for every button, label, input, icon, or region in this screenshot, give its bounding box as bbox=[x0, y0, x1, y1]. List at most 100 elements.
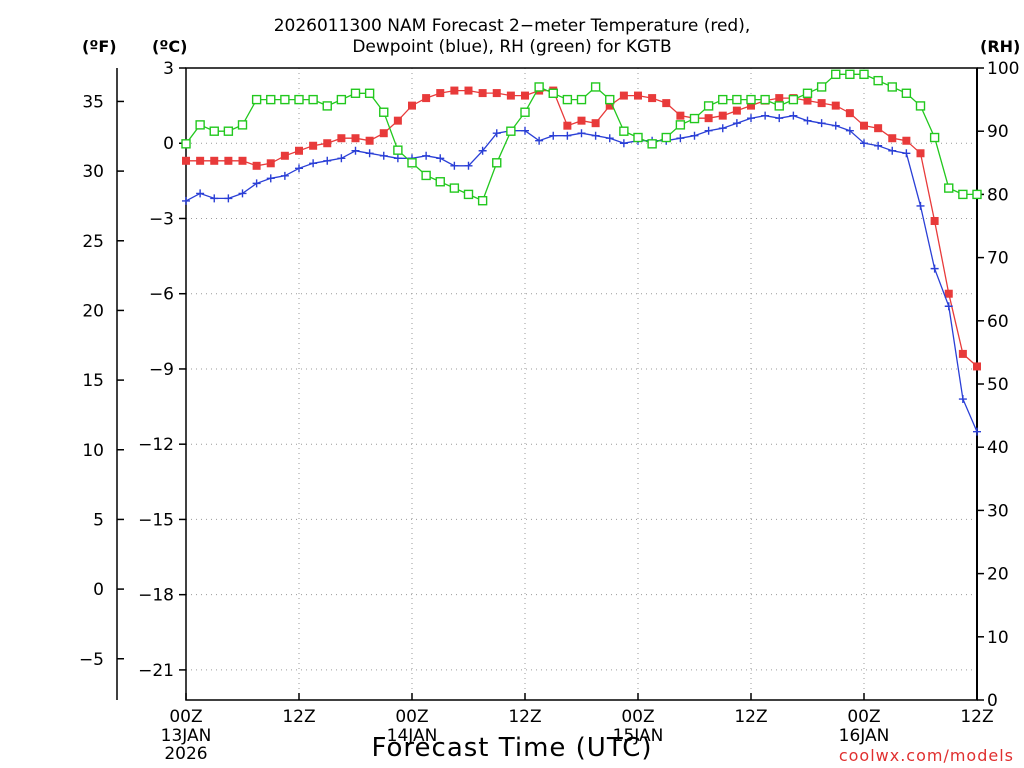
temperature-point bbox=[464, 86, 473, 95]
temperature-point bbox=[323, 139, 332, 148]
rh-tick-label: 60 bbox=[987, 312, 1009, 332]
dewpoint-point bbox=[563, 131, 572, 140]
temperature-point bbox=[747, 101, 755, 110]
dewpoint-point bbox=[436, 154, 445, 163]
dewpoint-point bbox=[196, 189, 205, 198]
fahrenheit-tick-label: −5 bbox=[79, 650, 104, 670]
dewpoint-point bbox=[874, 141, 883, 150]
dewpoint-point bbox=[323, 156, 332, 165]
temperature-point bbox=[563, 121, 572, 130]
rh-point bbox=[308, 94, 318, 105]
rh-point bbox=[477, 196, 488, 206]
temperature-point bbox=[732, 106, 741, 115]
temperature-point bbox=[351, 134, 360, 143]
x-tick-label: 00Z bbox=[621, 707, 654, 727]
dewpoint-point bbox=[521, 126, 529, 135]
chart-title-line2: Dewpoint (blue), RH (green) for KGTB bbox=[352, 37, 672, 57]
rh-point bbox=[576, 94, 587, 105]
celsius-tick-label: −6 bbox=[149, 285, 174, 305]
rh-point bbox=[901, 88, 912, 98]
rh-point bbox=[944, 183, 954, 193]
rh-point bbox=[831, 69, 841, 80]
dewpoint-point bbox=[973, 427, 981, 436]
rh-point bbox=[181, 139, 191, 149]
plot-frame bbox=[185, 67, 978, 701]
rh-point bbox=[294, 94, 304, 105]
dewpoint-point bbox=[351, 146, 360, 155]
dewpoint-point bbox=[718, 124, 727, 133]
temperature-point bbox=[718, 111, 727, 120]
rh-point bbox=[619, 126, 629, 136]
x-tick-label: 12Z bbox=[508, 707, 541, 727]
temperature-point bbox=[973, 362, 981, 371]
rh-point bbox=[689, 113, 700, 124]
temperature-point bbox=[634, 91, 642, 100]
rh-point bbox=[816, 82, 827, 92]
dewpoint-point bbox=[902, 149, 911, 158]
rh-point bbox=[393, 145, 403, 155]
dewpoint-point bbox=[379, 151, 388, 160]
rh-tick-label: 90 bbox=[987, 122, 1009, 142]
dewpoint-point bbox=[732, 119, 741, 128]
rh-point bbox=[209, 126, 219, 136]
dewpoint-point bbox=[591, 131, 600, 140]
temperature-point bbox=[266, 159, 275, 168]
temperature-point bbox=[831, 101, 840, 110]
dewpoint-point bbox=[478, 146, 487, 155]
rh-point bbox=[449, 183, 460, 193]
temperature-point bbox=[902, 136, 911, 145]
fahrenheit-tick-label: 5 bbox=[93, 510, 104, 530]
x-tick-date-label: 16JAN bbox=[839, 726, 890, 746]
temperature-point bbox=[648, 94, 657, 103]
rh-point bbox=[280, 94, 290, 105]
dewpoint-line bbox=[185, 115, 978, 432]
temperature-point bbox=[393, 116, 402, 125]
rh-point bbox=[774, 101, 784, 111]
temperature-point bbox=[238, 156, 247, 165]
x-tick-date-label: 14JAN bbox=[387, 726, 438, 746]
temperature-point bbox=[224, 156, 233, 165]
celsius-tick-label: 3 bbox=[163, 59, 174, 79]
rh-point bbox=[760, 94, 770, 105]
rh-point bbox=[350, 88, 361, 98]
rh-point bbox=[859, 69, 869, 80]
rh-point bbox=[732, 94, 742, 105]
rh-point bbox=[845, 69, 855, 80]
dewpoint-point bbox=[422, 151, 431, 160]
rh-point bbox=[421, 170, 431, 181]
dewpoint-point bbox=[309, 159, 318, 168]
rh-point bbox=[915, 101, 926, 111]
dewpoint-point bbox=[182, 196, 190, 205]
temperature-point bbox=[704, 114, 713, 123]
rh-tick-label: 20 bbox=[987, 565, 1009, 585]
temperature-point bbox=[619, 91, 628, 100]
temperature-point bbox=[337, 134, 346, 143]
x-tick-label: 00Z bbox=[847, 707, 880, 727]
rh-point bbox=[590, 82, 601, 92]
fahrenheit-tick-label: 30 bbox=[82, 162, 104, 182]
dewpoint-point bbox=[845, 126, 854, 135]
temperature-point bbox=[506, 91, 515, 100]
dewpoint-point bbox=[210, 194, 219, 203]
dewpoint-point bbox=[295, 164, 303, 173]
rh-tick-label: 100 bbox=[987, 59, 1019, 79]
celsius-unit-label: (ºC) bbox=[152, 37, 188, 56]
temperature-point bbox=[605, 101, 614, 110]
temperature-point bbox=[436, 89, 445, 98]
temperature-point bbox=[280, 151, 289, 160]
celsius-tick-label: −9 bbox=[149, 360, 174, 380]
rh-point bbox=[336, 94, 347, 105]
temperature-point bbox=[577, 116, 586, 125]
rh-point bbox=[788, 94, 799, 105]
rh-tick-label: 10 bbox=[987, 628, 1009, 648]
x-tick-date-label: 13JAN bbox=[161, 726, 212, 746]
fahrenheit-tick-label: 10 bbox=[82, 441, 104, 461]
celsius-tick-label: −18 bbox=[138, 586, 174, 606]
fahrenheit-unit-label: (ºF) bbox=[82, 37, 117, 56]
x-tick-label: 00Z bbox=[395, 707, 428, 727]
rh-point bbox=[223, 126, 234, 136]
rh-point bbox=[703, 101, 714, 111]
temperature-point bbox=[860, 121, 868, 130]
celsius-tick-label: 0 bbox=[163, 134, 174, 154]
rh-tick-label: 70 bbox=[987, 249, 1009, 269]
